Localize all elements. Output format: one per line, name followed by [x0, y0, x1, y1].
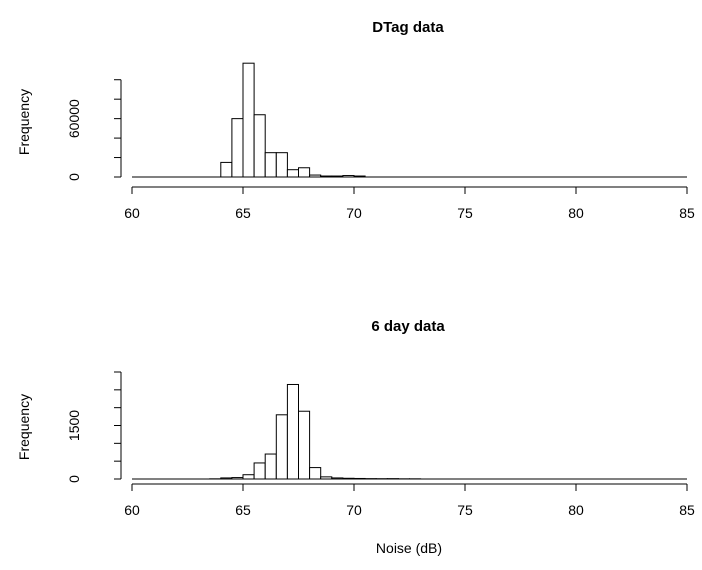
x-tick-label: 85: [679, 502, 695, 518]
y-tick-label: 1500: [66, 410, 82, 441]
histogram-bar: [264, 453, 277, 480]
x-axis: 60 65 70 75 80 85: [124, 186, 695, 221]
histogram-bar: [286, 383, 299, 480]
histogram-bar: [298, 167, 311, 178]
y-axis: 0 60000: [66, 79, 122, 181]
histogram-bar: [231, 118, 244, 178]
x-tick-label: 80: [568, 205, 584, 221]
histogram-bar: [253, 114, 266, 178]
chart-title: DTag data: [372, 19, 444, 36]
histogram-bar: [275, 152, 288, 178]
histogram-bar: [242, 474, 255, 480]
x-tick-label: 65: [235, 502, 251, 518]
histogram-bar: [275, 414, 288, 480]
x-tick-label: 60: [124, 502, 140, 518]
x-axis-label: Noise (dB): [376, 540, 442, 556]
x-tick-label: 85: [679, 205, 695, 221]
x-tick-label: 70: [346, 205, 362, 221]
x-tick-label: 65: [235, 205, 251, 221]
histogram-dtag: DTag data Frequency 60 65 70 75 80 85 0 60000: [16, 19, 695, 221]
histogram-bar: [298, 410, 311, 480]
histogram-6-day: 6 day data Frequency 60 65 70 75 80 85 01500 …: [16, 318, 695, 556]
histogram-bar: [220, 161, 233, 178]
bars: [209, 383, 422, 480]
histogram-bar: [309, 467, 322, 480]
x-axis: 60 65 70 75 80 85: [124, 483, 695, 518]
x-tick-label: 80: [568, 502, 584, 518]
y-axis-label: Frequency: [16, 394, 32, 460]
histogram-bar: [253, 462, 266, 480]
chart-title: 6 day data: [371, 318, 445, 335]
histogram-bar: [286, 169, 299, 178]
bars: [220, 62, 366, 178]
y-axis-label: Frequency: [16, 89, 32, 155]
y-tick-label: 60000: [66, 99, 82, 138]
y-axis: 0 1500: [66, 371, 122, 483]
x-tick-label: 60: [124, 205, 140, 221]
y-tick-label: 0: [66, 173, 82, 181]
y-tick-label: 0: [66, 475, 82, 483]
x-tick-label: 75: [457, 205, 473, 221]
histogram-bar: [264, 152, 277, 178]
x-tick-label: 75: [457, 502, 473, 518]
x-tick-label: 70: [346, 502, 362, 518]
histogram-bar: [242, 62, 255, 178]
